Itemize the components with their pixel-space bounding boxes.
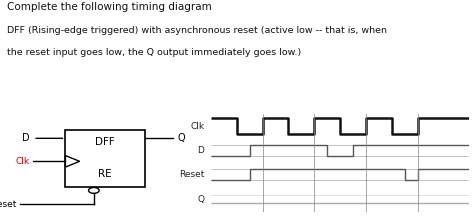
Bar bbox=[65, 130, 145, 187]
Text: Clk: Clk bbox=[15, 157, 29, 166]
Text: DFF (Rising-edge triggered) with asynchronous reset (active low -- that is, when: DFF (Rising-edge triggered) with asynchr… bbox=[7, 26, 387, 35]
Text: Reset: Reset bbox=[179, 170, 204, 179]
Text: Clk: Clk bbox=[191, 121, 204, 131]
Text: Q: Q bbox=[177, 133, 185, 143]
Text: the reset input goes low, the Q output immediately goes low.): the reset input goes low, the Q output i… bbox=[7, 48, 301, 57]
Text: D: D bbox=[198, 146, 204, 155]
Text: RE: RE bbox=[99, 169, 112, 179]
Text: Q: Q bbox=[198, 194, 204, 204]
Text: D: D bbox=[22, 133, 29, 143]
Text: Complete the following timing diagram: Complete the following timing diagram bbox=[7, 2, 212, 12]
Text: DFF: DFF bbox=[95, 138, 115, 148]
Text: Reset: Reset bbox=[0, 200, 16, 209]
